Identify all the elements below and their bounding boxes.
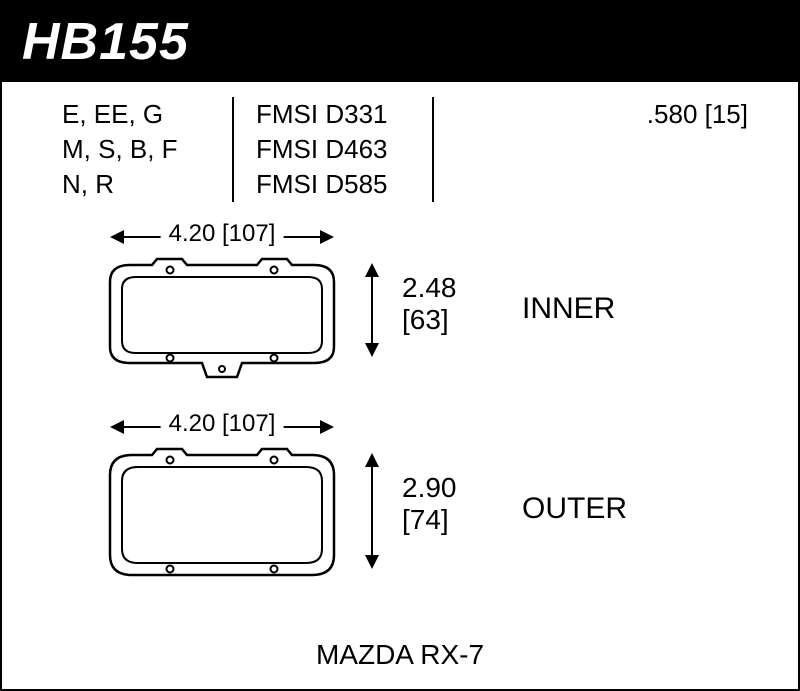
fmsi-code: FMSI D331 <box>256 97 432 132</box>
outer-height-dimension <box>357 447 387 575</box>
outer-width-dimension: 4.20 [107] <box>102 412 342 442</box>
dimension-arrow-icon <box>371 455 373 567</box>
outer-pad-group: 4.20 [107] 2.90 [74] OUTER <box>102 412 798 602</box>
inner-height-dimension <box>357 257 387 363</box>
info-row: E, EE, G M, S, B, F N, R FMSI D331 FMSI … <box>2 82 798 212</box>
fmsi-column: FMSI D331 FMSI D463 FMSI D585 <box>232 97 432 202</box>
outer-width-label: 4.20 [107] <box>161 410 284 438</box>
part-number: HB155 <box>22 12 189 72</box>
diagram-area: 4.20 [107] 2.48 [63] INNER 4.20 [107] <box>2 212 798 632</box>
inner-height-label: 2.48 [63] <box>402 272 457 336</box>
fmsi-code: FMSI D463 <box>256 132 432 167</box>
fmsi-code: FMSI D585 <box>256 167 432 202</box>
height-mm: [63] <box>402 304 457 336</box>
compounds-line: E, EE, G <box>62 97 232 132</box>
outer-height-label: 2.90 [74] <box>402 472 457 536</box>
dimension-arrow-icon <box>371 265 373 355</box>
inner-width-dimension: 4.20 [107] <box>102 222 342 252</box>
inner-side-label: INNER <box>522 292 615 326</box>
vehicle-label: MAZDA RX-7 <box>316 639 484 671</box>
height-mm: [74] <box>402 504 457 536</box>
thickness-value: .580 [15] <box>464 97 748 132</box>
brake-pad-icon <box>102 447 342 587</box>
height-inches: 2.48 <box>402 272 457 304</box>
inner-width-label: 4.20 [107] <box>161 220 284 248</box>
outer-pad-shape <box>102 447 342 592</box>
compounds-column: E, EE, G M, S, B, F N, R <box>62 97 232 202</box>
inner-pad-group: 4.20 [107] 2.48 [63] INNER <box>102 222 798 392</box>
compounds-line: N, R <box>62 167 232 202</box>
outer-side-label: OUTER <box>522 492 627 526</box>
compounds-line: M, S, B, F <box>62 132 232 167</box>
header-bar: HB155 <box>2 2 798 82</box>
height-inches: 2.90 <box>402 472 457 504</box>
brake-pad-icon <box>102 257 342 387</box>
inner-pad-shape <box>102 257 342 392</box>
thickness-column: .580 [15] <box>432 97 768 202</box>
